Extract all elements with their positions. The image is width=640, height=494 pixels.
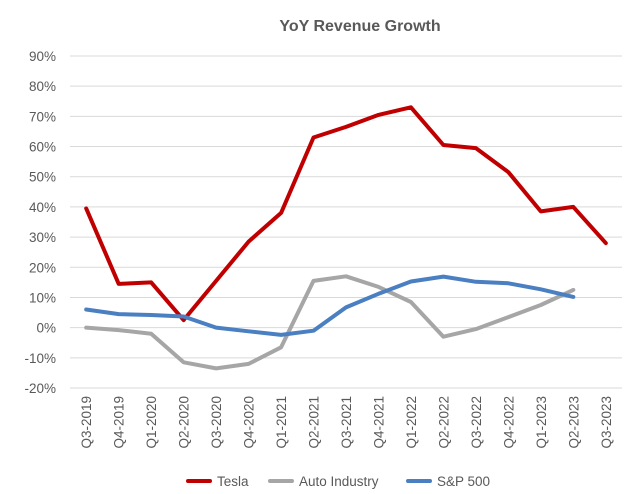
gridlines [70,55,622,389]
x-tick-label: Q1-2021 [274,396,289,449]
x-tick-label: Q4-2022 [501,396,516,449]
y-tick-label: 50% [29,170,56,185]
x-tick-label: Q3-2023 [599,396,614,449]
y-tick-label: 40% [29,200,56,215]
series-lines [84,105,608,371]
chart-title: YoY Revenue Growth [279,18,440,35]
legend: Tesla Auto Industry S&P 500 [186,474,490,489]
x-tick-label: Q4-2020 [242,396,257,449]
x-tick-label: Q4-2019 [112,396,127,449]
y-tick-label: 90% [29,49,56,64]
x-tick-label: Q2-2022 [436,396,451,449]
y-tick-label: 30% [29,230,56,245]
legend-label: Tesla [217,474,249,489]
x-tick-label: Q4-2021 [371,396,386,449]
x-tick-label: Q2-2023 [566,396,581,449]
legend-label: S&P 500 [437,474,490,489]
legend-label: Auto Industry [299,474,379,489]
y-tick-label: 70% [29,109,56,124]
x-tick-label: Q2-2020 [177,396,192,449]
series-line-s-p-500 [84,274,576,337]
series-line-tesla [84,105,608,323]
y-tick-label: 60% [29,140,56,155]
y-tick-label: 10% [29,290,56,305]
y-tick-label: 0% [36,321,56,336]
y-tick-label: 20% [29,260,56,275]
x-tick-label: Q3-2021 [339,396,354,449]
x-tick-label: Q2-2021 [307,396,322,449]
x-tick-label: Q1-2020 [144,396,159,449]
x-axis-tick-labels: Q3-2019 Q4-2019 Q1-2020 Q2-2020 Q3-2020 Q4-20… [79,396,614,449]
x-tick-label: Q3-2019 [79,396,94,449]
y-axis-tick-labels: 90% 80% 70% 60% 50% 40% 30% 20% 10% 0% -10% -20% [24,49,56,396]
x-tick-label: Q3-2022 [469,396,484,449]
y-tick-label: 80% [29,79,56,94]
y-tick-label: -10% [24,351,56,366]
y-tick-label: -20% [24,381,56,396]
x-tick-label: Q3-2020 [209,396,224,449]
series-line-auto-industry [84,274,576,371]
x-tick-label: Q1-2022 [404,396,419,449]
x-tick-label: Q1-2023 [534,396,549,449]
